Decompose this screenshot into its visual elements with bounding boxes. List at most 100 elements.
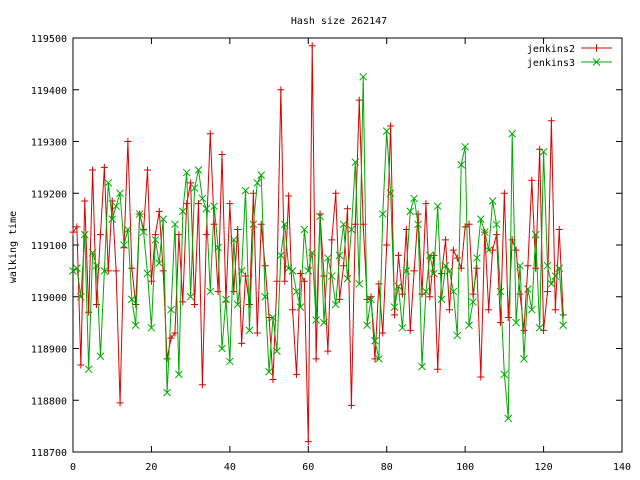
data-point-jenkins3 [261,292,270,301]
legend-marker-jenkins2 [593,44,600,52]
data-point-jenkins3 [473,254,481,262]
x-tick-label: 140 [613,462,631,473]
data-point-jenkins3 [147,323,156,332]
data-point-jenkins2 [406,326,414,334]
data-point-jenkins3 [445,267,454,275]
data-point-jenkins2 [69,228,77,236]
data-point-jenkins3 [504,414,513,423]
data-point-jenkins2 [289,306,297,314]
data-point-jenkins3 [320,318,328,327]
data-point-jenkins2 [167,334,175,342]
y-tick-label: 119500 [31,34,67,45]
data-point-jenkins2 [532,264,540,272]
data-point-jenkins3 [422,287,430,296]
data-point-jenkins3 [249,220,258,229]
data-point-jenkins2 [198,381,206,389]
data-point-jenkins3 [276,251,285,260]
data-point-jenkins3 [351,158,360,167]
data-point-jenkins2 [379,329,387,337]
data-point-jenkins2 [312,355,320,363]
data-point-jenkins2 [524,262,532,270]
data-point-jenkins2 [104,267,112,275]
data-point-jenkins3 [398,323,407,332]
data-point-jenkins3 [480,228,489,236]
data-point-jenkins3 [367,295,375,304]
data-point-jenkins3 [453,331,462,340]
data-point-jenkins3 [331,300,340,309]
data-point-jenkins3 [131,321,140,330]
data-point-jenkins2 [230,288,238,296]
y-tick-label: 118800 [31,396,67,407]
data-point-jenkins2 [328,236,336,244]
data-point-jenkins2 [555,225,563,233]
series-line-jenkins2 [72,45,564,442]
data-point-jenkins3 [112,202,120,211]
data-point-jenkins3 [226,357,234,366]
data-point-jenkins2 [265,313,273,321]
data-point-jenkins2 [449,246,457,254]
data-point-jenkins2 [383,241,391,249]
data-point-jenkins3 [304,267,313,275]
data-point-jenkins3 [418,362,426,371]
data-point-jenkins2 [89,166,97,174]
data-point-jenkins3 [155,259,164,267]
data-point-jenkins2 [194,200,202,208]
data-point-jenkins3 [410,194,419,203]
data-point-jenkins3 [269,313,277,322]
data-point-jenkins3 [198,194,207,203]
data-point-jenkins2 [202,231,210,239]
data-point-jenkins3 [206,287,215,296]
data-point-jenkins2 [132,301,140,309]
data-point-jenkins3 [104,179,113,187]
data-point-jenkins2 [438,269,446,277]
data-point-jenkins2 [414,210,422,218]
data-point-jenkins2 [496,319,504,327]
data-point-jenkins2 [214,288,222,296]
data-point-jenkins3 [449,287,458,296]
data-point-jenkins2 [512,246,520,254]
data-point-jenkins3 [492,220,501,229]
data-point-jenkins2 [489,246,497,254]
data-point-jenkins2 [81,197,89,205]
data-point-jenkins3 [312,316,320,324]
data-point-jenkins2 [296,269,304,277]
legend-marker-jenkins3 [592,58,601,66]
data-point-jenkins3 [484,246,493,255]
data-point-jenkins2 [293,370,301,378]
data-point-jenkins2 [461,223,469,231]
data-point-jenkins3 [167,305,175,314]
legend: jenkins2 jenkins3 [527,44,612,69]
x-tick-label: 120 [535,462,553,473]
data-point-jenkins3 [355,279,364,288]
data-point-jenkins2 [124,138,132,145]
data-point-jenkins3 [124,225,132,234]
data-point-jenkins3 [194,166,203,174]
data-point-jenkins3 [76,292,85,301]
data-point-jenkins2 [144,166,152,174]
data-point-jenkins2 [159,267,167,275]
data-point-jenkins3 [80,230,89,239]
data-point-jenkins3 [543,261,552,270]
y-tick-label: 119100 [31,241,67,252]
data-point-jenkins3 [347,225,356,234]
data-point-jenkins3 [257,171,266,179]
data-point-jenkins2 [238,339,246,347]
data-point-jenkins3 [300,225,309,234]
data-point-jenkins3 [186,292,195,301]
data-point-jenkins3 [343,274,352,283]
data-point-jenkins2 [442,236,450,244]
series-line-jenkins3 [72,76,564,419]
data-point-jenkins2 [551,306,559,314]
data-point-jenkins2 [410,267,418,275]
data-point-jenkins3 [371,336,379,345]
data-point-jenkins2 [355,96,363,104]
data-point-jenkins2 [500,189,508,197]
data-point-jenkins3 [229,235,238,244]
x-tick-label: 0 [70,462,76,473]
data-point-jenkins2 [473,264,481,272]
data-point-jenkins2 [422,200,430,208]
data-point-jenkins3 [265,367,273,376]
data-point-jenkins2 [218,150,226,158]
series-jenkins3 [69,72,568,423]
data-point-jenkins2 [112,267,120,275]
